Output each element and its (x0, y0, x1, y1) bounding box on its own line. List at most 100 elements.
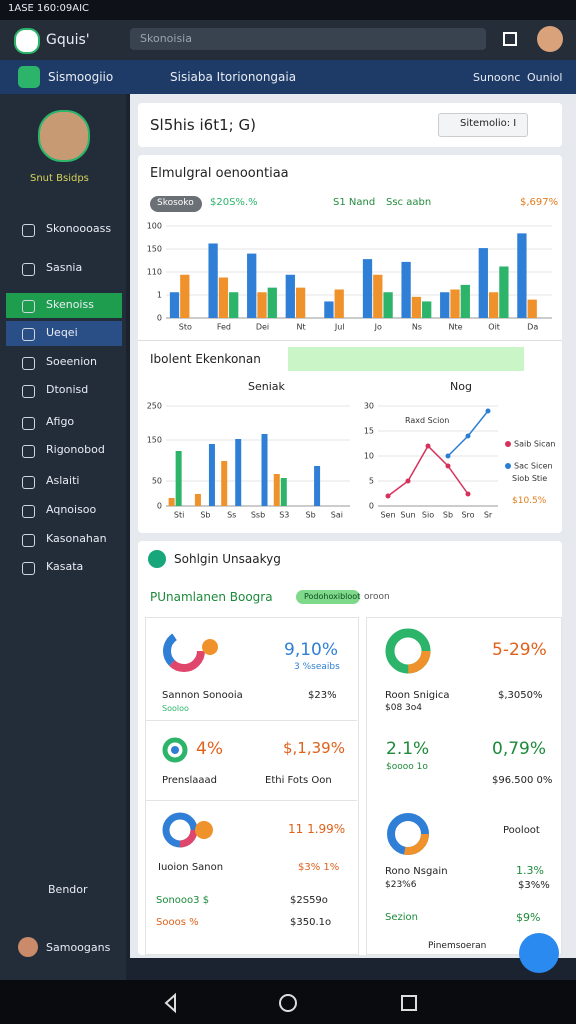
donut-icon (163, 630, 218, 672)
x-tick-label: Da (527, 323, 538, 332)
menu-highlight (6, 321, 122, 346)
menu-item[interactable]: Rigonobod (46, 443, 105, 456)
menu-item[interactable]: Dtonisd (46, 383, 89, 396)
fab[interactable] (519, 933, 559, 973)
x-tick-label: Sr (484, 511, 493, 520)
bar (257, 292, 267, 318)
avatar[interactable] (537, 26, 563, 52)
point (465, 491, 471, 497)
bar (499, 266, 509, 318)
menu-icon (22, 534, 35, 547)
bar-chart: 0 50 150 250 Sti Sb Ss Ssb S3 Sb Sai (147, 402, 350, 520)
kpi-value: 9,10% (284, 640, 339, 660)
y-tick-label: 1 (157, 291, 162, 300)
menu-icon (22, 328, 35, 341)
dropdown[interactable] (438, 113, 528, 137)
x-tick-label: Dei (256, 323, 269, 332)
menu-item[interactable]: Aslaiti (46, 474, 80, 487)
tab-icon[interactable] (503, 32, 517, 46)
x-tick-label: Sb (305, 511, 315, 520)
search-placeholder[interactable]: Skonoisia (140, 32, 192, 45)
menu-icon (22, 476, 35, 489)
x-tick-label: Ns (412, 323, 422, 332)
bar (261, 434, 268, 506)
search-box[interactable] (130, 28, 486, 50)
kpi-label: Iuoion Sanon (158, 862, 224, 873)
chip-label: $,697% (520, 197, 559, 208)
chip-note: oroon (364, 592, 390, 602)
kpi-amount: Ethi Fots Oon (265, 775, 332, 786)
x-tick-label: Sb (200, 511, 210, 520)
menu-item[interactable]: Ueqei (46, 326, 78, 339)
menu-icon (22, 445, 35, 458)
nav-link[interactable]: Ouniol (527, 71, 563, 84)
menu-item[interactable]: Sasnia (46, 261, 83, 274)
chip-label[interactable]: Skosoko (157, 198, 194, 208)
kpi-note: $23%6 (385, 880, 417, 890)
menu-item[interactable]: Aqnoisoo (46, 503, 97, 516)
kpi-amount: $9% (516, 911, 541, 924)
kpi-title: Pooloot (503, 825, 540, 836)
kpi-label: Rono Nsgain (385, 866, 448, 877)
user-name[interactable]: Samoogans (46, 941, 111, 954)
user-avatar (18, 937, 38, 957)
kpi-label: Roon Snigica (385, 690, 450, 701)
bar (168, 498, 175, 506)
x-tick-label: S3 (279, 511, 289, 520)
kpi-note: Sooloo (162, 704, 189, 713)
bar (527, 299, 537, 318)
nav-bar (0, 60, 576, 94)
app-logo (14, 28, 40, 54)
x-tick-label: Jul (334, 323, 345, 332)
legend-label: Siob Stie (512, 474, 548, 483)
system-buttons[interactable] (160, 992, 420, 1014)
y-tick-label: 0 (369, 502, 374, 511)
divider (145, 720, 357, 721)
system-nav (0, 980, 576, 1024)
kpi-label: Sezion (385, 912, 418, 923)
menu-icon (22, 385, 35, 398)
donut-icon (385, 628, 431, 674)
bar (169, 292, 180, 318)
chip[interactable] (150, 196, 202, 212)
kpi-footer: Pinemsoeran (428, 941, 487, 951)
menu-item[interactable]: Afigo (46, 415, 75, 428)
y-tick-label: 5 (369, 477, 374, 486)
kpi-value: 11 1.99% (288, 822, 346, 836)
kpi-label: Prenslaaad (162, 775, 217, 786)
bar (175, 451, 182, 506)
dropdown-label[interactable]: Sitemolio: I (460, 118, 517, 129)
x-tick-label: Nt (297, 323, 306, 332)
bar (383, 292, 393, 318)
y-tick-label: 50 (152, 477, 162, 486)
x-tick-label: Sro (461, 511, 474, 520)
progress-band (288, 347, 524, 371)
bar (450, 289, 460, 318)
x-tick-label: Sb (443, 511, 453, 520)
y-tick-label: 15 (364, 427, 374, 436)
menu-item[interactable]: Skonoooass (46, 222, 112, 235)
profile-name: Snut Bsidps (30, 173, 89, 184)
kpi-amount: 1.3% (516, 864, 544, 877)
sidebar-footer[interactable]: Bendor (48, 883, 88, 896)
menu-item[interactable]: Kasata (46, 560, 84, 573)
menu-icon (22, 417, 35, 430)
x-tick-label: Sti (174, 511, 184, 520)
nav-link[interactable]: Sunoonc (473, 71, 521, 84)
summary-card (138, 541, 562, 955)
bar (235, 439, 242, 506)
menu-icon (22, 562, 35, 575)
kpi-row-label: Sooos % (156, 917, 199, 928)
summary-title: Sohlgin Unsaakyg (174, 552, 281, 566)
brand[interactable]: Sismoogiio (48, 70, 114, 84)
menu-item[interactable]: Soeenion (46, 355, 97, 368)
bar (324, 301, 334, 318)
bar (373, 274, 383, 318)
app-name: Gquis' (46, 32, 90, 48)
point (485, 408, 491, 414)
menu-item[interactable]: Kasonahan (46, 532, 107, 545)
menu-item[interactable]: Skenoiss (46, 298, 94, 311)
brand-icon (18, 66, 40, 88)
bar (401, 261, 411, 318)
